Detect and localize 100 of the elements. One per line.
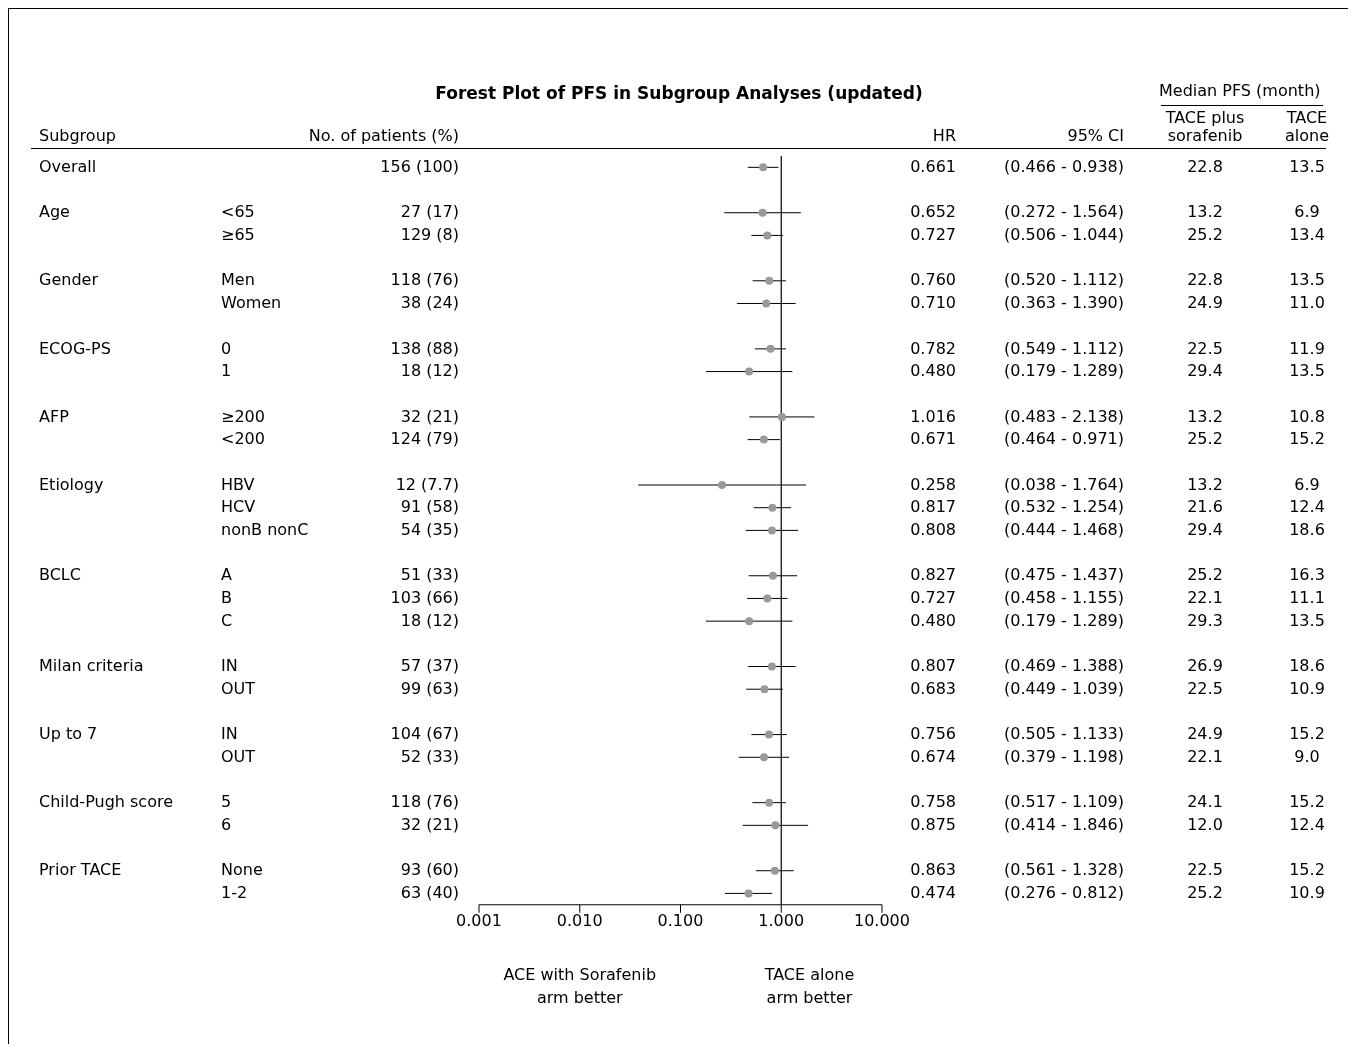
- text: 32 (21): [400, 406, 459, 426]
- text: HCV: [221, 497, 256, 517]
- text: (0.179 - 1.289): [1003, 610, 1124, 630]
- text: 0.727: [910, 225, 956, 245]
- text: (0.506 - 1.044): [1003, 225, 1124, 245]
- text: (0.561 - 1.328): [1003, 860, 1124, 880]
- text: 6: [221, 815, 232, 834]
- text: Prior TACE: [39, 860, 122, 880]
- text: Median PFS (month): [1159, 81, 1322, 100]
- x-tick-label: 0.001: [456, 910, 502, 930]
- text: 18 (12): [400, 361, 459, 381]
- text: 15.2: [1289, 724, 1325, 744]
- text: 9.0: [1294, 746, 1320, 766]
- text: 0.480: [910, 361, 956, 381]
- text: C: [221, 610, 233, 630]
- text: 25.2: [1187, 565, 1223, 585]
- category-label: HR: [931, 126, 956, 145]
- text: (0.505 - 1.133): [1003, 724, 1124, 744]
- x-tick-label: 0.100: [657, 910, 704, 930]
- text: 18.6: [1289, 656, 1325, 676]
- text: 0.758: [910, 792, 956, 812]
- text: (0.520 - 1.112): [1003, 270, 1124, 290]
- text: 22.5: [1187, 860, 1223, 880]
- text: 21.6: [1187, 497, 1223, 517]
- text: 0.863: [910, 860, 956, 880]
- text: 51 (33): [400, 565, 459, 585]
- text: (0.444 - 1.468): [1003, 520, 1124, 540]
- text: 0.661: [910, 157, 956, 176]
- text: 13.5: [1289, 157, 1325, 176]
- text: (0.483 - 2.138): [1003, 406, 1124, 426]
- text: TACE alone arm better: [763, 964, 856, 1009]
- text: 124 (79): [390, 429, 459, 449]
- category-label: TACE alone: [1284, 108, 1330, 145]
- chart-title: Forest Plot of PFS in Subgroup Analyses (updated): [434, 83, 924, 103]
- category-label: TACE plus sorafenib: [1164, 108, 1246, 145]
- text: 15.2: [1289, 860, 1325, 880]
- text: 10.9: [1289, 678, 1325, 698]
- category-label: 95% CI: [1066, 126, 1124, 145]
- text: 0.727: [910, 588, 956, 608]
- text: 0.817: [910, 497, 956, 517]
- text: A: [221, 565, 232, 585]
- text: 13.2: [1187, 474, 1223, 494]
- text: 26.9: [1187, 656, 1223, 676]
- x-tick-label: 10.000: [854, 910, 910, 930]
- text: Men: [221, 270, 255, 290]
- text: 25.2: [1187, 225, 1223, 245]
- text: 29.4: [1187, 520, 1223, 540]
- text: (0.363 - 1.390): [1003, 293, 1124, 313]
- category-label: Subgroup: [39, 126, 117, 145]
- text: HBV: [221, 474, 255, 494]
- text: B: [221, 588, 232, 608]
- text: 12.0: [1187, 815, 1223, 834]
- text: 52 (33): [400, 746, 459, 766]
- text: 15.2: [1289, 429, 1325, 449]
- text: Etiology: [39, 474, 104, 494]
- text: 1: [221, 361, 232, 381]
- text: 22.5: [1187, 678, 1223, 698]
- text: (0.414 - 1.846): [1003, 815, 1124, 834]
- text: 12.4: [1289, 815, 1325, 834]
- text: Age: [39, 202, 70, 222]
- text: 1.016: [910, 406, 956, 426]
- text: (0.464 - 0.971): [1003, 429, 1124, 449]
- text: 5: [221, 792, 232, 812]
- text: 129 (8): [400, 225, 459, 245]
- text: 18 (12): [400, 610, 459, 630]
- text: 118 (76): [390, 792, 459, 812]
- text: 13.5: [1289, 270, 1325, 290]
- text: (0.179 - 1.289): [1003, 361, 1124, 381]
- text: 32 (21): [400, 815, 459, 834]
- text: OUT: [221, 678, 256, 698]
- text: 11.9: [1289, 338, 1325, 358]
- text: 0.827: [910, 565, 956, 585]
- text: 16.3: [1289, 565, 1325, 585]
- text: AFP: [39, 406, 69, 426]
- text: <200: [221, 429, 265, 449]
- text: 12.4: [1289, 497, 1325, 517]
- text: 0.258: [910, 474, 956, 494]
- text: 0.674: [910, 746, 956, 766]
- text: 6.9: [1294, 474, 1320, 494]
- text: Overall: [39, 157, 97, 176]
- text: 29.3: [1187, 610, 1223, 630]
- text: 99 (63): [400, 678, 459, 698]
- text: ≥200: [221, 406, 265, 426]
- text: 156 (100): [380, 157, 459, 176]
- text: 0.683: [910, 678, 956, 698]
- text: <65: [221, 202, 255, 222]
- text: 10.9: [1289, 883, 1325, 903]
- text: Gender: [39, 270, 98, 290]
- text: 13.5: [1289, 361, 1325, 381]
- text: Milan criteria: [39, 656, 144, 676]
- text: (0.458 - 1.155): [1003, 588, 1124, 608]
- x-tick-label: 0.010: [556, 910, 603, 930]
- text: 24.1: [1187, 792, 1223, 812]
- text: 22.1: [1187, 746, 1223, 766]
- text: 12 (7.7): [395, 474, 459, 494]
- text: OUT: [221, 746, 256, 766]
- text: (0.466 - 0.938): [1003, 157, 1124, 176]
- text: (0.276 - 0.812): [1003, 883, 1124, 903]
- text: 54 (35): [400, 520, 459, 540]
- text: BCLC: [39, 565, 81, 585]
